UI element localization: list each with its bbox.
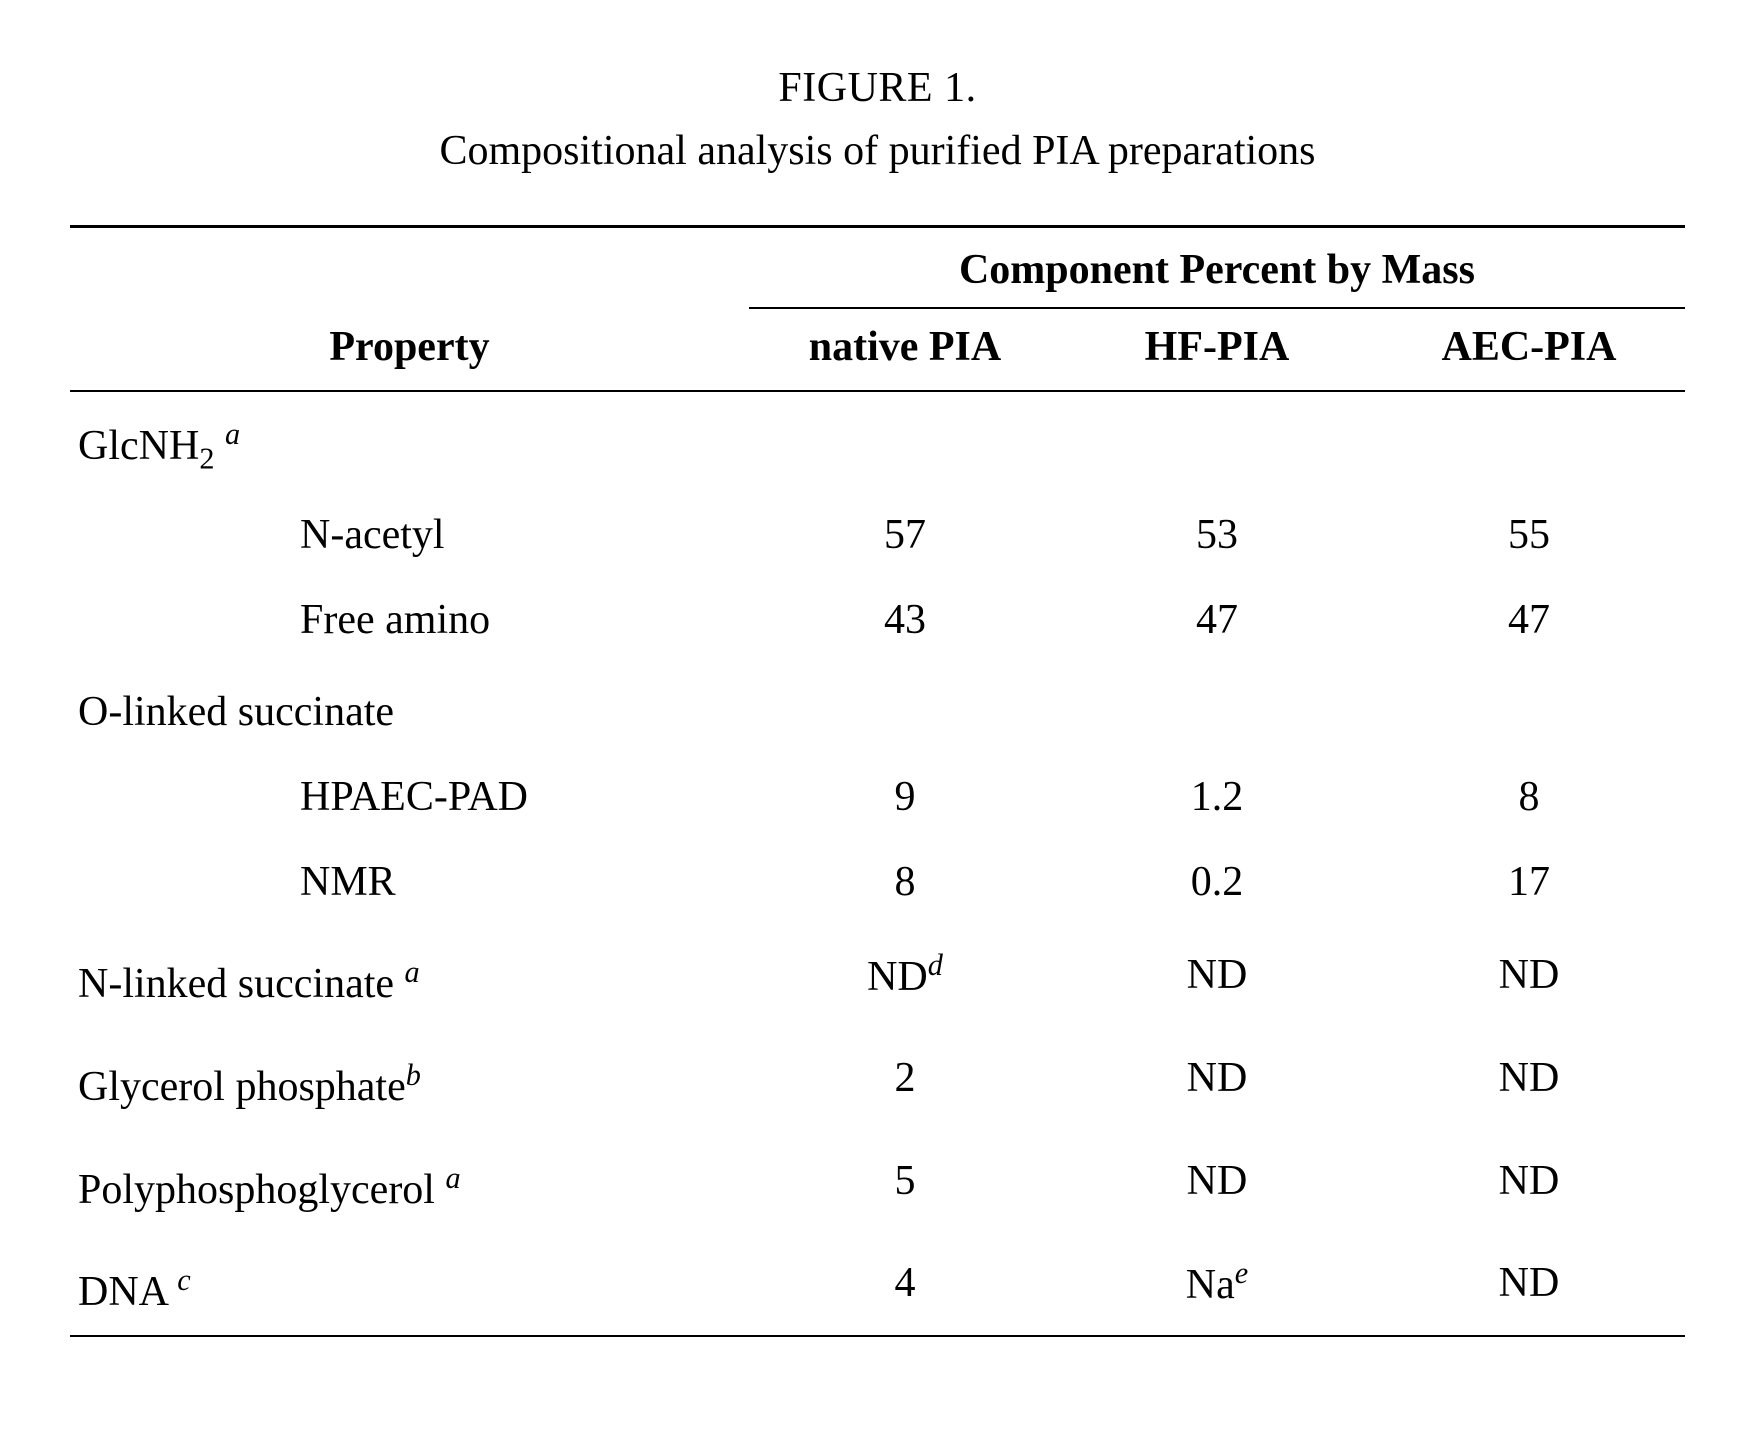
table-row: GlcNH2 a [70,391,1685,493]
row-n-acetyl-label: N-acetyl [70,493,749,578]
group-glcnh2: GlcNH2 a [70,391,749,493]
cell: 57 [749,493,1061,578]
table-row: Polyphosphoglycerol a 5 ND ND [70,1130,1685,1233]
row-nmr-label: NMR [70,840,749,925]
row-label: Polyphosphoglycerol [78,1167,435,1213]
cell: 47 [1061,578,1373,663]
cell: ND [1373,1232,1685,1336]
cell: ND [1373,924,1685,1027]
composition-table: Property Component Percent by Mass nativ… [70,225,1685,1337]
cell: NDd [749,924,1061,1027]
group-o-succinate: O-linked succinate [70,662,749,755]
cell: 53 [1061,493,1373,578]
col-head-aec: AEC-PIA [1373,308,1685,391]
cell: 17 [1373,840,1685,925]
row-glycerol-phosphate: Glycerol phosphateb [70,1027,749,1130]
cell: 9 [749,755,1061,840]
col-head-property: Property [70,227,749,391]
cell: 55 [1373,493,1685,578]
value-prefix: ND [867,954,928,1000]
note: a [445,1161,460,1195]
table-row: N-acetyl 57 53 55 [70,493,1685,578]
row-free-amino-label: Free amino [70,578,749,663]
table-row: NMR 8 0.2 17 [70,840,1685,925]
row-polyphosphoglycerol: Polyphosphoglycerol a [70,1130,749,1233]
cell: 8 [1373,755,1685,840]
cell: ND [1061,924,1373,1027]
col-head-span: Component Percent by Mass [749,227,1685,308]
group-label-sub: 2 [199,441,214,475]
cell: 4 [749,1232,1061,1336]
col-head-native: native PIA [749,308,1061,391]
cell: ND [1061,1130,1373,1233]
cell: 47 [1373,578,1685,663]
cell: 5 [749,1130,1061,1233]
table-row: N-linked succinate a NDd ND ND [70,924,1685,1027]
cell: 1.2 [1061,755,1373,840]
row-label: N-linked succinate [78,961,394,1007]
group-label-prefix: GlcNH [78,423,199,469]
row-n-succinate: N-linked succinate a [70,924,749,1027]
note-glcnh2: a [225,417,240,451]
col-head-hf: HF-PIA [1061,308,1373,391]
row-label: Glycerol phosphate [78,1064,406,1110]
row-hpaec-label: HPAEC-PAD [70,755,749,840]
cell: 8 [749,840,1061,925]
value-note: d [928,948,943,982]
cell: ND [1373,1027,1685,1130]
row-dna: DNA c [70,1232,749,1336]
cell: 43 [749,578,1061,663]
cell: 2 [749,1027,1061,1130]
value-prefix: Na [1186,1262,1235,1308]
cell: ND [1373,1130,1685,1233]
figure-label: FIGURE 1. [70,60,1685,117]
table-row: O-linked succinate [70,662,1685,755]
table-row: Free amino 43 47 47 [70,578,1685,663]
table-row: Glycerol phosphateb 2 ND ND [70,1027,1685,1130]
table-row: DNA c 4 Nae ND [70,1232,1685,1336]
note: b [406,1058,421,1092]
cell: Nae [1061,1232,1373,1336]
table-row: HPAEC-PAD 9 1.2 8 [70,755,1685,840]
figure-table: FIGURE 1. Compositional analysis of puri… [0,0,1755,1437]
row-label: DNA [78,1269,167,1315]
figure-caption: Compositional analysis of purified PIA p… [70,123,1685,180]
note: c [177,1263,190,1297]
cell: ND [1061,1027,1373,1130]
cell: 0.2 [1061,840,1373,925]
note: a [405,955,420,989]
value-note: e [1235,1256,1248,1290]
